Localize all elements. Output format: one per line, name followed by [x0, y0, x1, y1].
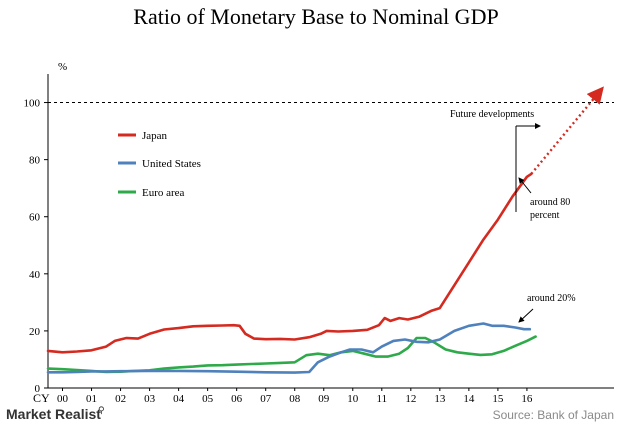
x-tick-label: 09	[318, 393, 330, 405]
series-line-japan	[46, 172, 533, 354]
y-tick-label: 40	[29, 269, 41, 281]
x-tick-label: 02	[115, 393, 126, 405]
source-note: Source: Bank of Japan	[493, 408, 614, 422]
x-tick-label: 05	[202, 393, 214, 405]
y-unit-label: %	[58, 61, 67, 73]
x-axis-ticks: 00 01 02 03 04 05 06 07 08 09 10 11 12 13 14 15 16	[57, 388, 533, 405]
x-tick-label: 08	[289, 393, 301, 405]
y-tick-label: 100	[24, 98, 41, 110]
legend-label-euro-area: Euro area	[142, 187, 185, 199]
y-tick-label: 60	[29, 212, 41, 224]
x-tick-label: 13	[434, 393, 446, 405]
annotation-japan-arrow	[518, 177, 532, 194]
legend-label-united-states: United States	[142, 158, 201, 170]
brand-logo-mark: ⚲	[98, 405, 105, 415]
y-axis-ticks: 0 20 40 60 80 100	[24, 98, 48, 395]
annotation-japan-note-line1: around 80	[530, 197, 570, 208]
x-tick-label: 06	[231, 393, 243, 405]
series-line-euro-area	[46, 335, 537, 374]
x-tick-label: 10	[347, 393, 359, 405]
series-line-united-states	[46, 322, 532, 374]
x-axis-prefix: CY	[33, 391, 50, 405]
x-tick-label: 11	[376, 393, 387, 405]
brand-logo: Market Realist	[6, 406, 101, 422]
annotation-other-note: around 20%	[527, 293, 576, 304]
axes	[47, 74, 614, 389]
legend: Japan United States Euro area	[118, 130, 201, 199]
legend-label-japan: Japan	[142, 130, 168, 142]
x-tick-label: 14	[463, 393, 475, 405]
x-tick-label: 15	[492, 393, 504, 405]
chart-title: Ratio of Monetary Base to Nominal GDP	[133, 4, 498, 29]
y-tick-label: 20	[29, 326, 41, 338]
x-tick-label: 00	[57, 393, 69, 405]
x-tick-label: 12	[405, 393, 416, 405]
annotation-other-arrow	[518, 308, 534, 323]
y-tick-label: 80	[29, 155, 41, 167]
projection-line-japan	[530, 86, 604, 175]
series-lines	[46, 86, 604, 374]
annotation-future-developments: Future developments	[450, 109, 534, 120]
x-tick-label: 01	[86, 393, 97, 405]
x-tick-label: 03	[144, 393, 156, 405]
x-tick-label: 16	[521, 393, 533, 405]
x-tick-label: 04	[173, 393, 185, 405]
annotation-japan-note-line2: percent	[530, 210, 560, 221]
y-tick-label: 0	[35, 383, 41, 395]
x-tick-label: 07	[260, 393, 272, 405]
